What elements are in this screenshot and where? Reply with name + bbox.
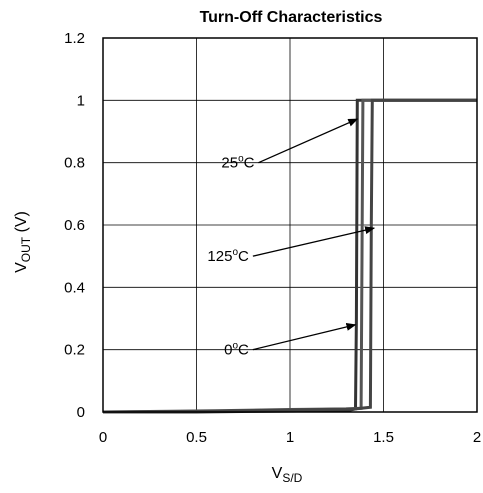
annotation-arrow-a25 — [258, 118, 359, 164]
y-tick-label: 0.2 — [64, 342, 85, 359]
annotation-label-a25: 25oC — [221, 154, 254, 172]
x-axis-label: VS/D — [272, 465, 303, 485]
y-axis-label-sub: OUT — [19, 236, 33, 262]
x-axis-label-main: V — [272, 465, 283, 482]
annotation-label-a125: 125oC — [207, 247, 249, 265]
series-line-t0 — [102, 98, 477, 414]
y-tick-label: 1 — [77, 92, 85, 109]
plot-frame — [102, 37, 478, 413]
x-axis-label-sub: S/D — [282, 471, 302, 485]
annotation-arrow-a0 — [252, 322, 357, 351]
x-tick-labels: 0 0.5 1 1.5 2 — [99, 429, 481, 446]
y-axis-label: VOUT (V) — [13, 211, 33, 273]
chart-title: Turn-Off Characteristics — [200, 9, 383, 26]
y-tick-labels: 0 0.2 0.4 0.6 0.8 1 1.2 — [64, 30, 85, 421]
y-axis-label-main: V — [13, 262, 30, 273]
x-tick-label: 0 — [99, 429, 107, 446]
grid — [102, 37, 478, 413]
y-tick-label: 0.6 — [64, 217, 85, 234]
x-tick-label: 1 — [286, 429, 294, 446]
y-tick-label: 0 — [77, 404, 85, 421]
y-tick-label: 0.8 — [64, 155, 85, 172]
annotation-label-a0: 0oC — [224, 341, 249, 359]
y-tick-label: 1.2 — [64, 30, 85, 47]
x-tick-label: 1.5 — [373, 429, 394, 446]
y-axis-label-unit: (V) — [13, 211, 30, 237]
x-tick-label: 0.5 — [186, 429, 207, 446]
annotations: 25oC 125oC 0oC — [207, 118, 376, 359]
annotation-arrow-a125 — [252, 226, 376, 257]
x-tick-label: 2 — [473, 429, 481, 446]
y-tick-label: 0.4 — [64, 279, 85, 296]
